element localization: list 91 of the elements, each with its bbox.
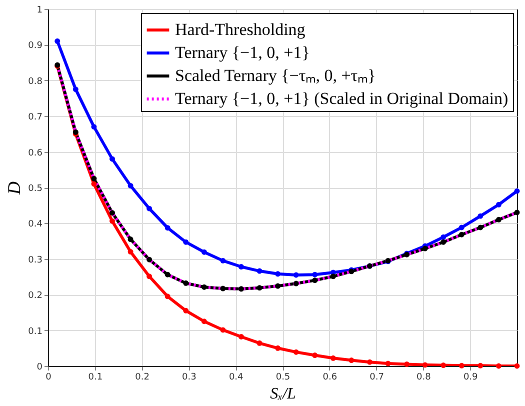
point: [312, 278, 318, 284]
point: [128, 236, 134, 242]
point: [312, 352, 318, 358]
y-tick-label: 0.5: [28, 184, 42, 194]
point: [478, 213, 484, 219]
point: [422, 246, 428, 252]
x-tick-label: 0.5: [276, 372, 290, 382]
point: [164, 272, 170, 278]
x-tick-label: 0.2: [135, 372, 150, 382]
y-tick-label: 0.8: [28, 76, 43, 87]
y-tick-label: 0: [36, 362, 43, 372]
point: [478, 362, 484, 368]
point: [275, 345, 281, 351]
point: [275, 283, 281, 289]
legend-label: Ternary {−1, 0, +1} (Scaled in Original Domain): [175, 89, 508, 108]
point: [293, 280, 299, 286]
point: [478, 224, 484, 230]
point: [366, 359, 372, 365]
point: [164, 225, 170, 231]
point: [514, 210, 520, 216]
point: [183, 308, 189, 314]
point: [385, 360, 391, 366]
point: [183, 239, 189, 245]
point: [110, 218, 115, 224]
legend-label: Hard-Thresholding: [175, 20, 306, 39]
point: [238, 286, 244, 292]
point: [330, 274, 336, 280]
point: [164, 294, 170, 300]
point: [440, 234, 446, 240]
point: [496, 216, 502, 222]
point: [440, 362, 446, 368]
point: [514, 188, 520, 194]
point: [91, 181, 97, 187]
x-tick-label: 0: [46, 372, 52, 382]
point: [514, 363, 520, 369]
point: [54, 38, 60, 44]
y-tick-label: 0.9: [28, 41, 43, 52]
point: [146, 256, 152, 262]
point: [220, 327, 226, 333]
point: [496, 363, 502, 369]
point: [238, 334, 244, 340]
point: [256, 340, 262, 346]
point: [422, 362, 428, 368]
x-tick-label: 0.6: [322, 372, 338, 382]
y-tick-label: 0.2: [28, 291, 42, 302]
point: [293, 349, 299, 355]
point: [458, 224, 464, 230]
point: [128, 249, 134, 254]
point: [330, 355, 336, 361]
point: [458, 232, 464, 238]
point: [110, 210, 115, 216]
point: [146, 206, 152, 212]
point: [496, 202, 502, 208]
point: [72, 86, 78, 92]
y-tick-label: 1: [36, 6, 42, 16]
x-tick-label: 0.4: [228, 372, 244, 382]
x-tick-label: 0.3: [182, 372, 196, 382]
point: [293, 272, 299, 278]
y-tick-label: 0.6: [28, 148, 43, 158]
point: [348, 358, 354, 364]
point: [146, 274, 152, 280]
point: [201, 318, 207, 324]
point: [220, 286, 226, 292]
legend-label: Scaled Ternary {−τₘ, 0, +τₘ}: [175, 66, 376, 85]
point: [440, 239, 446, 245]
point: [220, 258, 226, 264]
point: [404, 361, 410, 367]
point: [312, 272, 318, 278]
point: [201, 249, 207, 255]
y-tick-label: 0.1: [28, 326, 42, 337]
point: [238, 264, 244, 270]
y-tick-label: 0.7: [28, 112, 42, 123]
point: [458, 362, 464, 368]
point: [91, 124, 97, 130]
point: [128, 182, 134, 188]
point: [256, 285, 262, 291]
y-tick-label: 0.3: [28, 255, 42, 266]
x-tick-label: 0.8: [416, 372, 432, 382]
point: [91, 176, 97, 182]
point: [256, 268, 262, 274]
point: [183, 280, 189, 286]
x-axis-title: Sₓ/L: [270, 386, 296, 402]
point: [201, 284, 207, 290]
x-tick-label: 0.9: [463, 372, 478, 382]
x-tick-label: 0.1: [88, 372, 103, 382]
y-tick-label: 0.4: [28, 220, 43, 230]
legend-label: Ternary {−1, 0, +1}: [175, 43, 310, 62]
x-tick-label: 0.7: [370, 372, 384, 382]
y-axis-title: D: [4, 182, 24, 196]
point: [110, 156, 115, 162]
point: [275, 271, 281, 277]
